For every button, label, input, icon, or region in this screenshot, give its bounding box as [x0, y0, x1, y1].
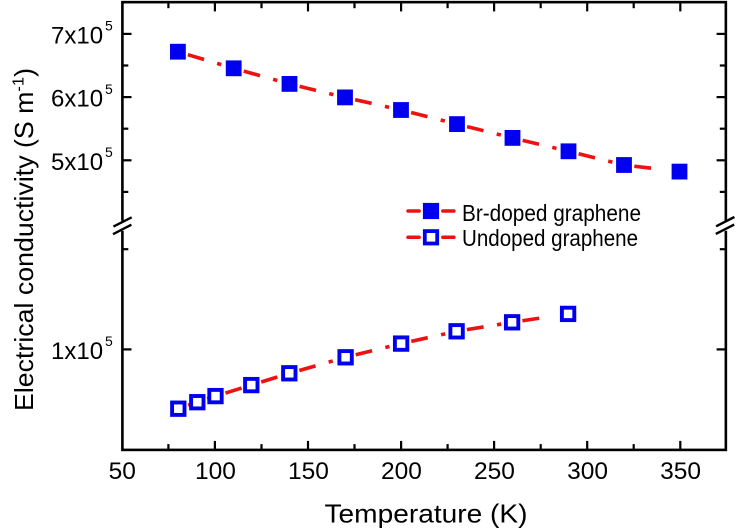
svg-text:300: 300: [567, 458, 608, 485]
svg-text:200: 200: [381, 458, 422, 485]
svg-text:350: 350: [660, 458, 701, 485]
svg-text:Undoped graphene: Undoped graphene: [462, 225, 638, 251]
svg-text:Temperature (K): Temperature (K): [325, 499, 528, 529]
svg-text:250: 250: [474, 458, 515, 485]
svg-text:100: 100: [195, 458, 236, 485]
svg-text:150: 150: [288, 458, 329, 485]
svg-text:Electrical conductivity (S m-1: Electrical conductivity (S m-1): [9, 68, 39, 411]
svg-text:Br-doped graphene: Br-doped graphene: [462, 200, 641, 226]
svg-text:50: 50: [109, 458, 136, 485]
